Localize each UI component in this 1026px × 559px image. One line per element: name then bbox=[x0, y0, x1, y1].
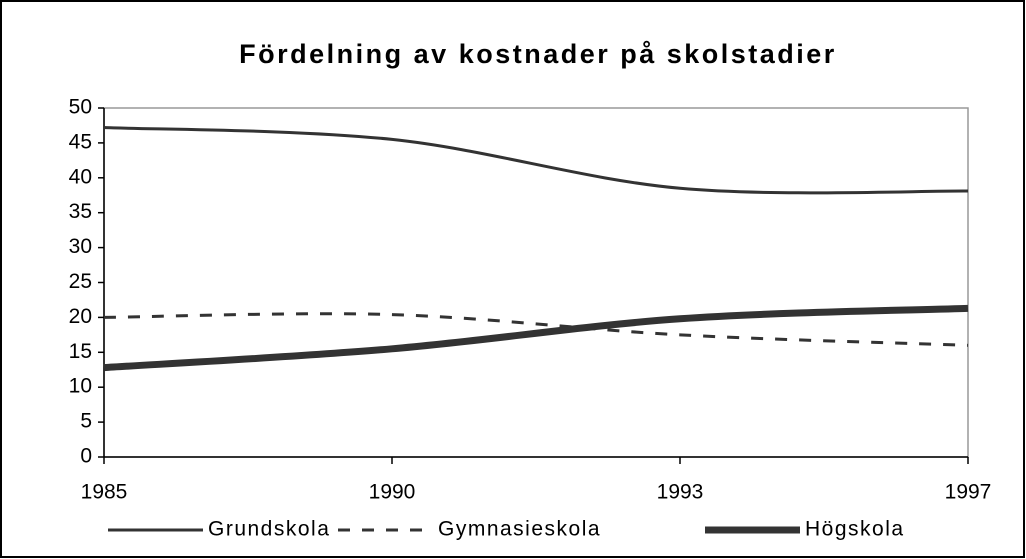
y-tick-label: 25 bbox=[69, 270, 92, 293]
series-line bbox=[103, 126, 969, 195]
x-tick-label: 1990 bbox=[369, 481, 416, 504]
legend-label: Högskola bbox=[805, 518, 905, 541]
series-line bbox=[103, 304, 969, 372]
y-tick-label: 0 bbox=[80, 445, 92, 468]
y-tick-label: 15 bbox=[69, 340, 92, 363]
y-tick-label: 45 bbox=[69, 130, 92, 153]
legend-label: Grundskola bbox=[208, 518, 330, 541]
x-tick-label: 1985 bbox=[81, 481, 128, 504]
y-tick-label: 50 bbox=[69, 96, 92, 119]
y-tick-label: 10 bbox=[69, 375, 92, 398]
y-tick-label: 30 bbox=[69, 235, 92, 258]
y-tick-label: 20 bbox=[69, 305, 92, 328]
legend-label: Gymnasieskola bbox=[438, 518, 601, 541]
x-tick-label: 1997 bbox=[945, 481, 992, 504]
y-tick-label: 35 bbox=[69, 200, 92, 223]
y-tick-label: 40 bbox=[69, 165, 92, 188]
x-tick-label: 1993 bbox=[657, 481, 704, 504]
chart-title: Fördelning av kostnader på skolstadier bbox=[239, 39, 837, 69]
series-line bbox=[103, 312, 969, 347]
y-tick-label: 5 bbox=[80, 410, 92, 433]
